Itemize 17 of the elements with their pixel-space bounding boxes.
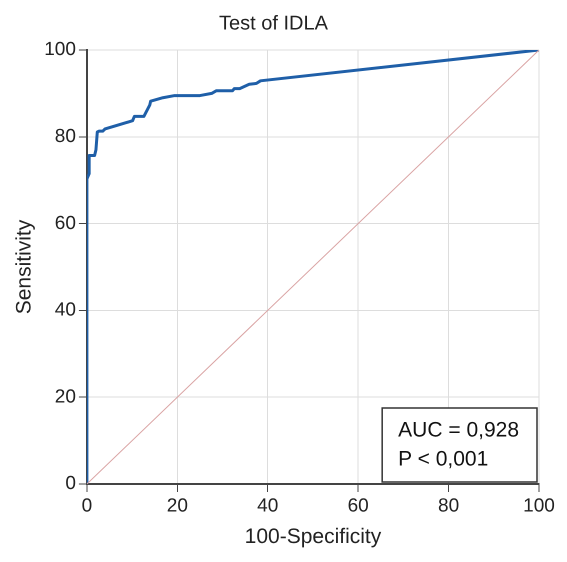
x-tick-label: 0: [82, 496, 92, 517]
x-tick-label: 100: [523, 496, 555, 517]
x-axis-title: 100-Specificity: [244, 525, 382, 548]
x-tick-label: 20: [166, 496, 188, 517]
y-tick-label: 40: [54, 300, 76, 321]
annotation: AUC = 0,928: [398, 418, 520, 442]
y-tick-label: 20: [54, 386, 76, 408]
x-tick-label: 80: [438, 496, 460, 517]
y-tick-label: 80: [54, 126, 76, 148]
annotation: P < 0,001: [398, 447, 488, 470]
chart-title: Test of IDLA: [219, 12, 329, 35]
y-axis-title: Sensitivity: [12, 219, 36, 314]
y-tick-label: 100: [44, 39, 76, 60]
y-tick-label: 60: [54, 212, 76, 234]
x-tick-label: 60: [348, 496, 369, 517]
x-tick-label: 40: [257, 496, 278, 517]
y-tick-label: 0: [65, 473, 76, 494]
